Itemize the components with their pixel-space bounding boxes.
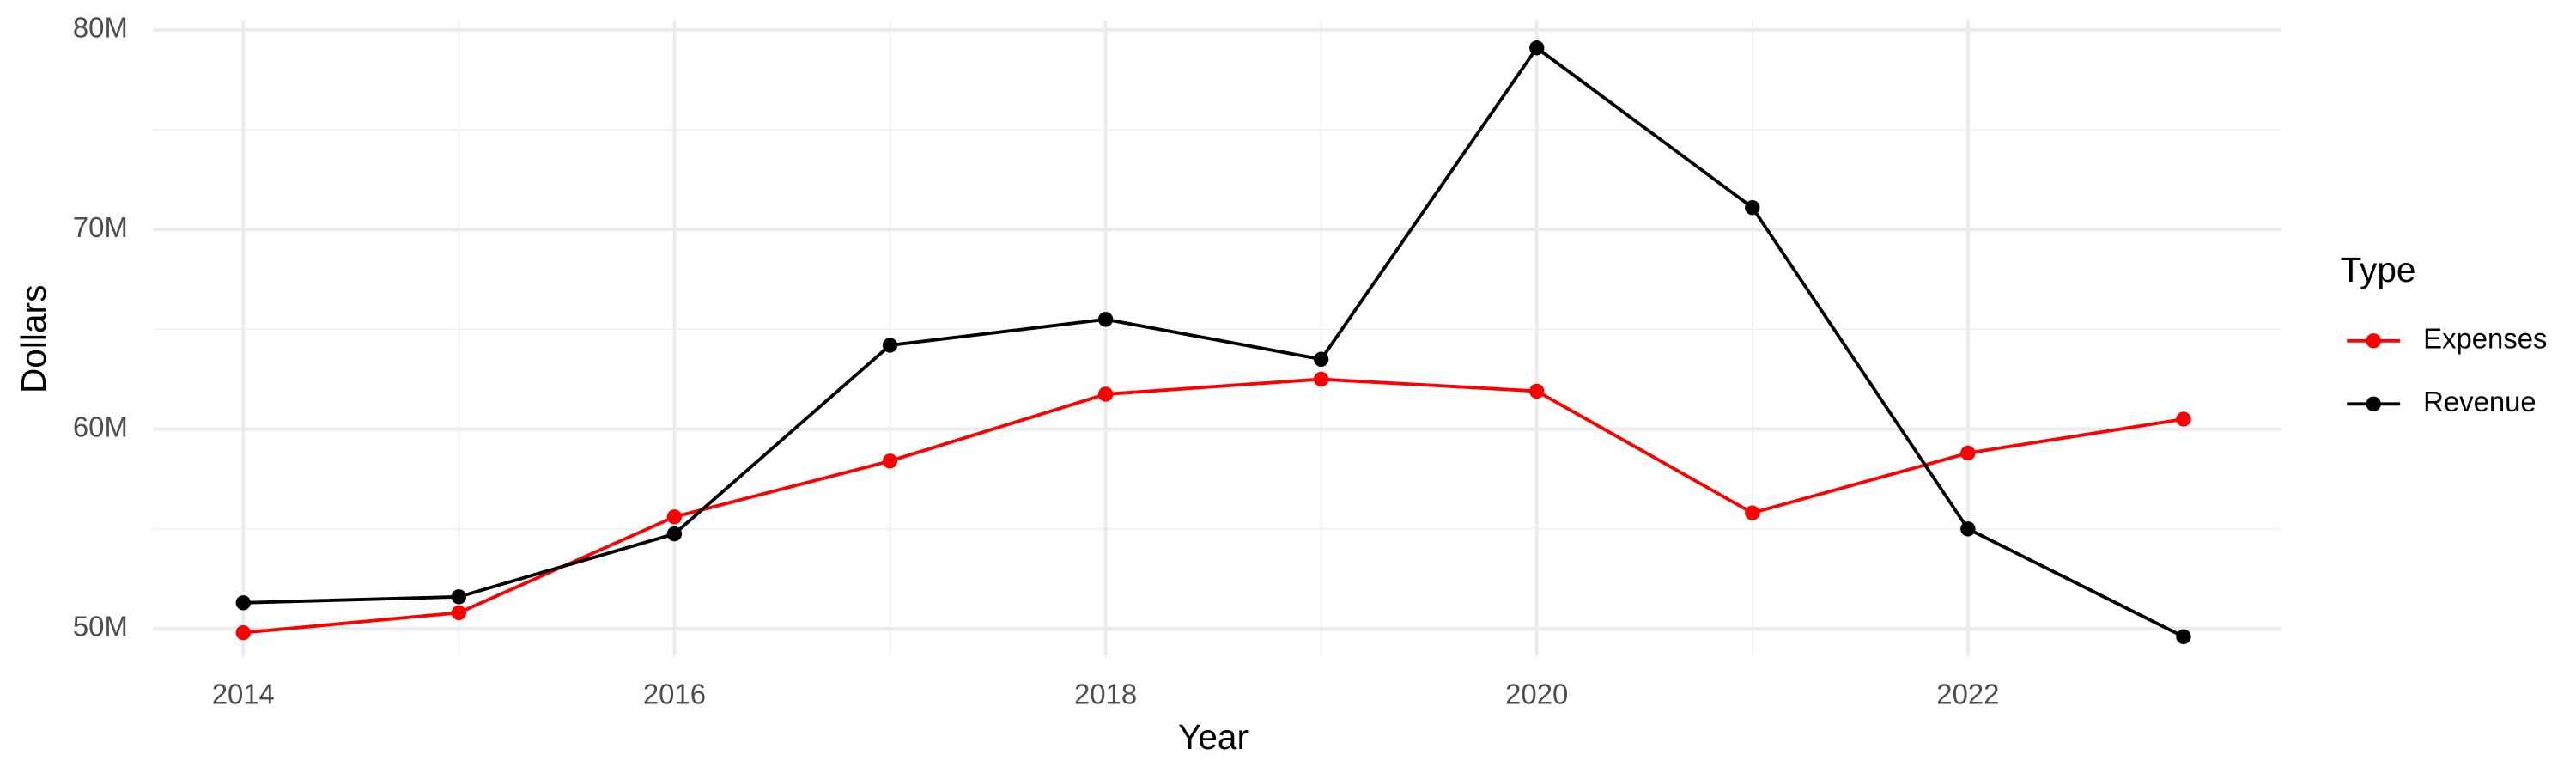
data-point: [1313, 371, 1329, 387]
data-point: [1529, 40, 1545, 56]
data-point: [1529, 383, 1545, 399]
data-point: [2176, 629, 2191, 644]
data-point: [1745, 199, 1760, 216]
data-point: [882, 453, 898, 469]
legend-key-point: [2366, 396, 2381, 412]
x-axis-title: Year: [1178, 717, 1249, 757]
data-point: [451, 589, 467, 605]
x-tick-label: 2018: [1074, 679, 1137, 710]
legend-title: Type: [2341, 250, 2416, 289]
series-line: [243, 46, 2184, 639]
data-point: [1745, 505, 1760, 520]
data-point: [1960, 445, 1976, 461]
data-point: [1313, 351, 1329, 367]
data-point: [451, 605, 467, 621]
data-point: [1097, 386, 1114, 402]
x-tick-label: 2022: [1936, 679, 1999, 710]
y-tick-label: 70M: [73, 211, 128, 243]
data-point: [666, 509, 683, 525]
y-tick-label: 80M: [73, 12, 128, 44]
legend-key-point: [2366, 333, 2381, 349]
data-point: [235, 595, 251, 611]
data-point: [1097, 312, 1114, 327]
x-tick-label: 2014: [212, 679, 275, 710]
data-point: [235, 624, 251, 641]
y-tick-label: 60M: [73, 411, 128, 442]
legend-label: Expenses: [2423, 322, 2547, 354]
data-point: [2176, 411, 2191, 427]
y-tick-label: 50M: [73, 611, 128, 642]
x-tick-label: 2020: [1505, 679, 1568, 710]
y-axis-title: Dollars: [14, 285, 53, 393]
data-point: [666, 526, 683, 542]
data-point: [1960, 521, 1976, 537]
data-point: [882, 338, 898, 353]
legend-label: Revenue: [2423, 386, 2537, 417]
x-tick-label: 2016: [643, 679, 706, 710]
